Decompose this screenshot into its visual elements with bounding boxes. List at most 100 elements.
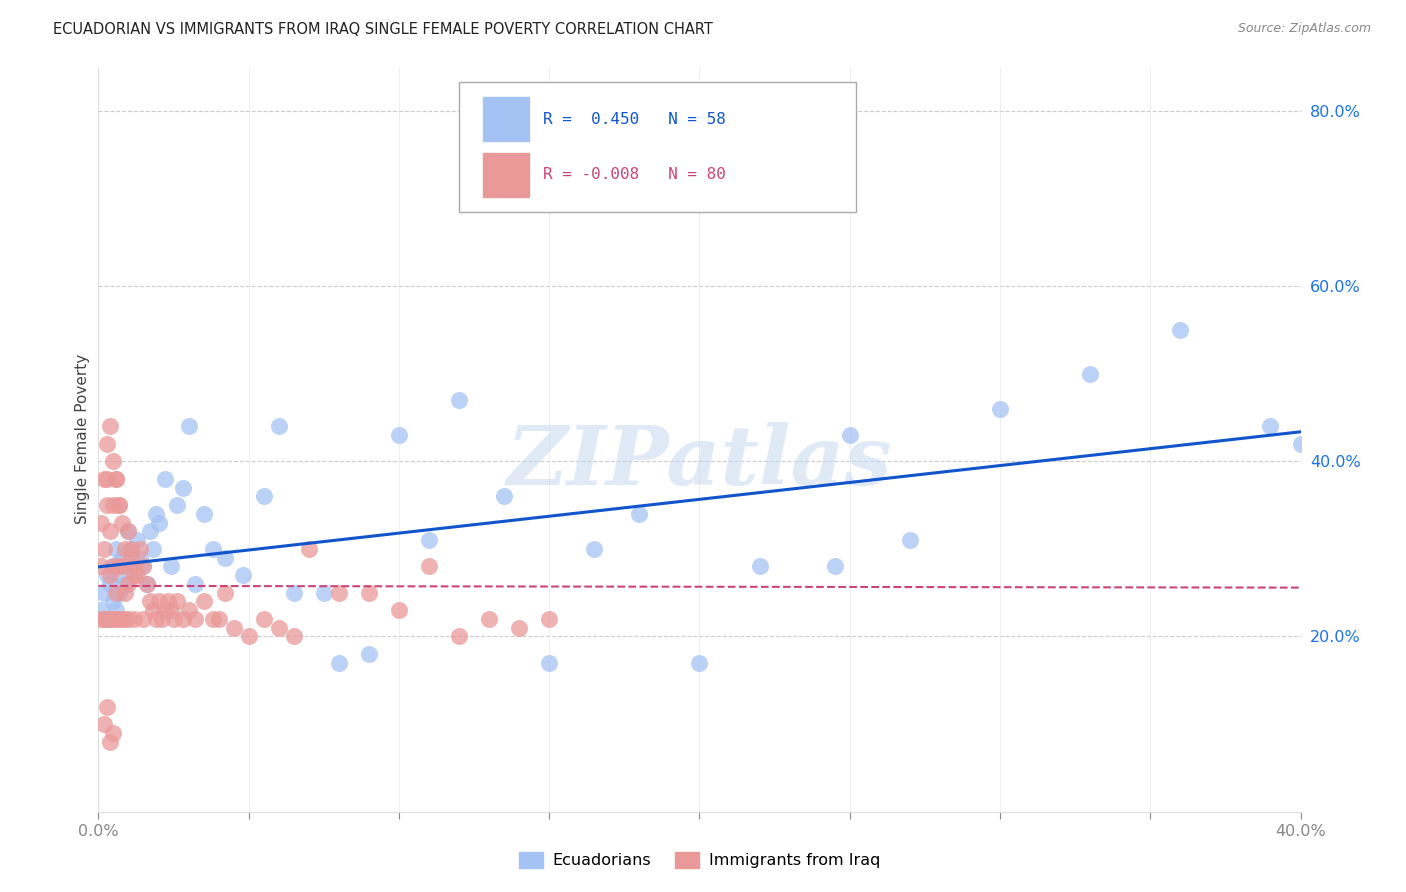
Point: [138, 524, 160, 539]
Point: [222, 621, 245, 635]
Point: [93, 541, 115, 556]
Point: [96, 612, 118, 626]
Point: [177, 603, 200, 617]
Point: [108, 559, 131, 574]
Point: [298, 541, 321, 556]
Point: [103, 498, 125, 512]
Point: [159, 603, 181, 617]
Point: [328, 656, 350, 670]
Point: [183, 577, 205, 591]
Point: [357, 647, 380, 661]
Point: [132, 559, 155, 574]
Point: [153, 603, 176, 617]
Point: [494, 489, 516, 503]
Point: [111, 550, 134, 565]
Point: [478, 612, 501, 626]
Point: [108, 568, 131, 582]
Point: [93, 612, 115, 626]
Point: [108, 612, 131, 626]
Point: [103, 726, 125, 740]
Legend: Ecuadorians, Immigrants from Iraq: Ecuadorians, Immigrants from Iraq: [513, 845, 886, 874]
Point: [145, 507, 167, 521]
FancyBboxPatch shape: [458, 82, 856, 212]
Point: [1170, 323, 1192, 337]
Bar: [484, 153, 529, 197]
Point: [96, 568, 118, 582]
Point: [138, 594, 160, 608]
Point: [90, 603, 112, 617]
Point: [103, 559, 125, 574]
Point: [127, 533, 149, 547]
Text: ECUADORIAN VS IMMIGRANTS FROM IRAQ SINGLE FEMALE POVERTY CORRELATION CHART: ECUADORIAN VS IMMIGRANTS FROM IRAQ SINGL…: [53, 22, 713, 37]
Point: [105, 603, 128, 617]
Point: [96, 472, 118, 486]
Point: [150, 612, 173, 626]
Point: [148, 594, 170, 608]
Point: [357, 585, 380, 599]
Point: [124, 559, 146, 574]
Point: [166, 594, 188, 608]
Text: ZIPatlas: ZIPatlas: [506, 422, 893, 501]
Point: [253, 489, 276, 503]
Point: [100, 524, 122, 539]
Point: [108, 498, 131, 512]
Point: [193, 594, 215, 608]
Point: [105, 541, 128, 556]
Point: [103, 454, 125, 468]
Point: [748, 559, 770, 574]
Point: [96, 436, 118, 450]
Point: [135, 577, 157, 591]
Point: [100, 734, 122, 748]
Point: [172, 481, 194, 495]
Text: Source: ZipAtlas.com: Source: ZipAtlas.com: [1237, 22, 1371, 36]
Point: [447, 392, 470, 407]
Point: [238, 630, 260, 644]
Point: [103, 612, 125, 626]
Point: [121, 550, 143, 565]
Point: [100, 568, 122, 582]
Point: [628, 507, 651, 521]
Point: [121, 541, 143, 556]
Text: R =  0.450   N = 58: R = 0.450 N = 58: [543, 112, 725, 127]
Point: [538, 612, 561, 626]
Point: [328, 585, 350, 599]
Point: [96, 498, 118, 512]
Point: [96, 699, 118, 714]
Point: [145, 612, 167, 626]
Y-axis label: Single Female Poverty: Single Female Poverty: [75, 354, 90, 524]
Point: [988, 401, 1011, 416]
Point: [105, 472, 128, 486]
Point: [689, 656, 711, 670]
Point: [1078, 367, 1101, 381]
Point: [898, 533, 921, 547]
Point: [127, 568, 149, 582]
Point: [193, 507, 215, 521]
Point: [201, 612, 224, 626]
Point: [267, 419, 290, 434]
Point: [90, 559, 112, 574]
Point: [172, 612, 194, 626]
Point: [100, 419, 122, 434]
Point: [153, 472, 176, 486]
Point: [132, 559, 155, 574]
Point: [267, 621, 290, 635]
Point: [141, 541, 163, 556]
Point: [117, 524, 139, 539]
Text: R = -0.008   N = 80: R = -0.008 N = 80: [543, 168, 725, 182]
Point: [93, 585, 115, 599]
Point: [114, 577, 136, 591]
Point: [388, 603, 411, 617]
Point: [162, 612, 184, 626]
Point: [100, 577, 122, 591]
Point: [201, 541, 224, 556]
Point: [108, 498, 131, 512]
Point: [117, 577, 139, 591]
Point: [1289, 436, 1312, 450]
Point: [105, 585, 128, 599]
Point: [114, 612, 136, 626]
Point: [1260, 419, 1282, 434]
Point: [447, 630, 470, 644]
Point: [159, 559, 181, 574]
Point: [96, 612, 118, 626]
Point: [90, 516, 112, 530]
